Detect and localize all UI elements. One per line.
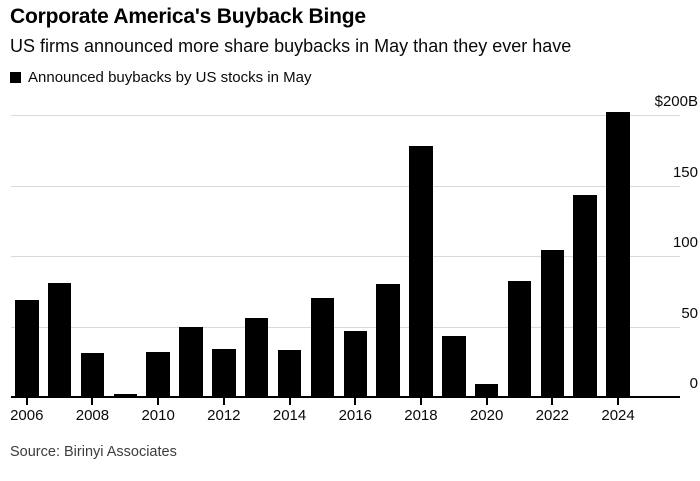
bar-2007: [47, 282, 72, 397]
y-axis-label-50: 50: [681, 304, 698, 322]
chart-title: Corporate America's Buyback Binge: [10, 5, 366, 28]
y-axis-label-200: $200B: [654, 93, 698, 110]
chart-subtitle: US firms announced more share buybacks i…: [10, 36, 572, 56]
bar-2022: [540, 250, 565, 397]
gridline-50: [11, 326, 680, 328]
x-axis-label-2014: 2014: [272, 407, 307, 424]
legend-label: Announced buybacks by US stocks in May: [28, 69, 312, 86]
x-axis-line: [11, 396, 680, 398]
plot-area: 0 50 100 150 $200B 2006 2008 2010 2012 2014 2016 20…: [10, 93, 698, 424]
y-axis-label-0: 0: [689, 375, 698, 392]
x-tick-2010: [157, 398, 160, 405]
bar-2014: [277, 350, 302, 397]
bar-2020: [474, 384, 499, 397]
gridline-200: [11, 115, 680, 116]
x-axis-label-2024: 2024: [601, 407, 635, 424]
y-axis-label-150: 150: [672, 163, 698, 181]
x-axis-label-2012: 2012: [207, 407, 241, 424]
bar-2009: [113, 394, 138, 397]
x-tick-2020: [485, 398, 488, 405]
x-axis-label-2016: 2016: [338, 407, 372, 424]
bar-2011: [179, 326, 203, 397]
x-axis-label-2006: 2006: [10, 407, 44, 424]
x-tick-2016: [354, 398, 357, 405]
bar-2023: [573, 195, 597, 397]
bar-2024: [606, 112, 630, 397]
bar-2021: [507, 281, 532, 397]
bar-2019: [442, 336, 466, 397]
x-tick-2008: [91, 398, 94, 405]
x-axis-label-2008: 2008: [75, 407, 110, 424]
x-tick-2012: [222, 398, 225, 405]
bar-2012: [212, 349, 236, 397]
x-tick-2006: [25, 398, 28, 405]
bar-2018: [409, 146, 433, 397]
x-axis-label-2010: 2010: [141, 407, 175, 424]
legend: Announced buybacks by US stocks in May: [10, 69, 311, 86]
x-tick-2024: [617, 398, 620, 405]
gridline-150: [11, 185, 680, 187]
bar-2013: [244, 318, 269, 397]
x-tick-2014: [288, 398, 291, 405]
bar-2015: [310, 298, 335, 397]
bar-2017: [376, 284, 400, 397]
gridline-100: [11, 256, 680, 257]
x-tick-2018: [419, 398, 422, 405]
legend-swatch-icon: [10, 72, 21, 83]
bar-2010: [146, 351, 170, 397]
source-line: Source: Birinyi Associates: [10, 444, 177, 460]
bar-2008: [80, 353, 105, 397]
bar-2016: [343, 330, 367, 397]
x-axis-label-2020: 2020: [469, 407, 504, 424]
y-axis-label-100: 100: [672, 234, 698, 251]
x-tick-2022: [551, 398, 554, 405]
x-axis-label-2018: 2018: [404, 407, 438, 424]
x-axis-label-2022: 2022: [535, 407, 570, 424]
bar-2006: [15, 299, 39, 397]
